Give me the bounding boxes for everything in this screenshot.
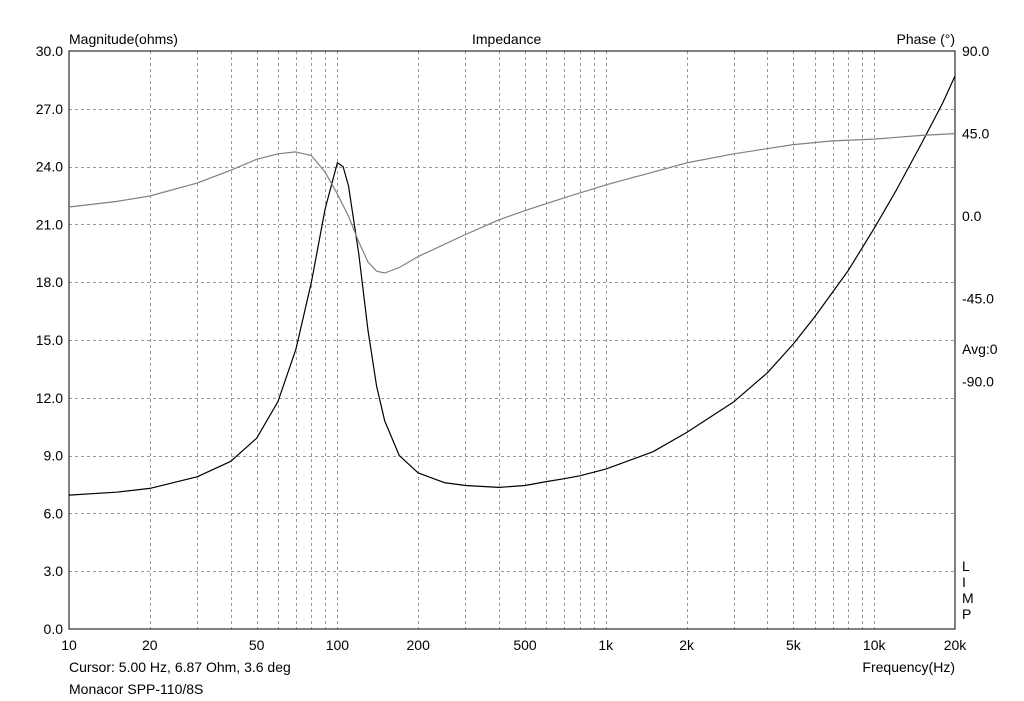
y2-tick-label: -90.0 [962, 373, 994, 389]
limp-letter: P [962, 606, 971, 622]
right-axis-title: Phase (°) [896, 31, 955, 47]
x-axis-title: Frequency(Hz) [862, 659, 955, 675]
x-tick-labels: 10 20 50 100 200 500 1k 2k 5k 10k 20k [61, 637, 967, 653]
y-tick-label: 3.0 [44, 563, 64, 579]
y-tick-label: 30.0 [36, 43, 63, 59]
x-tick-label: 1k [598, 637, 614, 653]
avg-label: Avg:0 [962, 341, 998, 357]
magnitude-curve [68, 75, 956, 496]
y-tick-label: 21.0 [36, 216, 63, 232]
y-tick-label: 24.0 [36, 159, 63, 175]
x-tick-label: 50 [249, 637, 265, 653]
y2-tick-labels: 90.0 45.0 0.0 -45.0 -90.0 [962, 43, 994, 389]
y-tick-labels: 0.0 3.0 6.0 9.0 12.0 15.0 18.0 21.0 24.0 27.0 30.0 [36, 43, 63, 637]
left-axis-title: Magnitude(ohms) [69, 31, 178, 47]
x-tick-label: 100 [326, 637, 350, 653]
x-tick-label: 20k [944, 637, 968, 653]
y2-tick-label: 90.0 [962, 43, 989, 59]
x-tick-label: 10 [61, 637, 77, 653]
x-tick-label: 500 [513, 637, 537, 653]
limp-letter: M [962, 590, 974, 606]
device-name: Monacor SPP-110/8S [69, 681, 204, 697]
y-tick-label: 12.0 [36, 390, 63, 406]
limp-letter: L [962, 558, 970, 574]
series-layer [68, 75, 956, 496]
x-tick-label: 5k [786, 637, 802, 653]
x-tick-label: 2k [679, 637, 695, 653]
y-tick-label: 18.0 [36, 274, 63, 290]
y-tick-label: 0.0 [44, 621, 64, 637]
cursor-readout: Cursor: 5.00 Hz, 6.87 Ohm, 3.6 deg [69, 659, 291, 675]
x-tick-label: 10k [863, 637, 887, 653]
y-tick-label: 6.0 [44, 505, 64, 521]
y-tick-label: 9.0 [44, 448, 64, 464]
y-tick-label: 27.0 [36, 101, 63, 117]
x-tick-label: 200 [407, 637, 431, 653]
grid-lines [69, 51, 955, 629]
phase-curve [68, 133, 956, 274]
x-tick-label: 20 [142, 637, 158, 653]
y2-tick-label: 0.0 [962, 208, 982, 224]
plot-frame [68, 50, 956, 630]
y-tick-label: 15.0 [36, 332, 63, 348]
y2-tick-label: 45.0 [962, 126, 989, 142]
chart-title: Impedance [472, 31, 542, 47]
limp-letter: I [962, 574, 966, 590]
y2-tick-label: -45.0 [962, 291, 994, 307]
